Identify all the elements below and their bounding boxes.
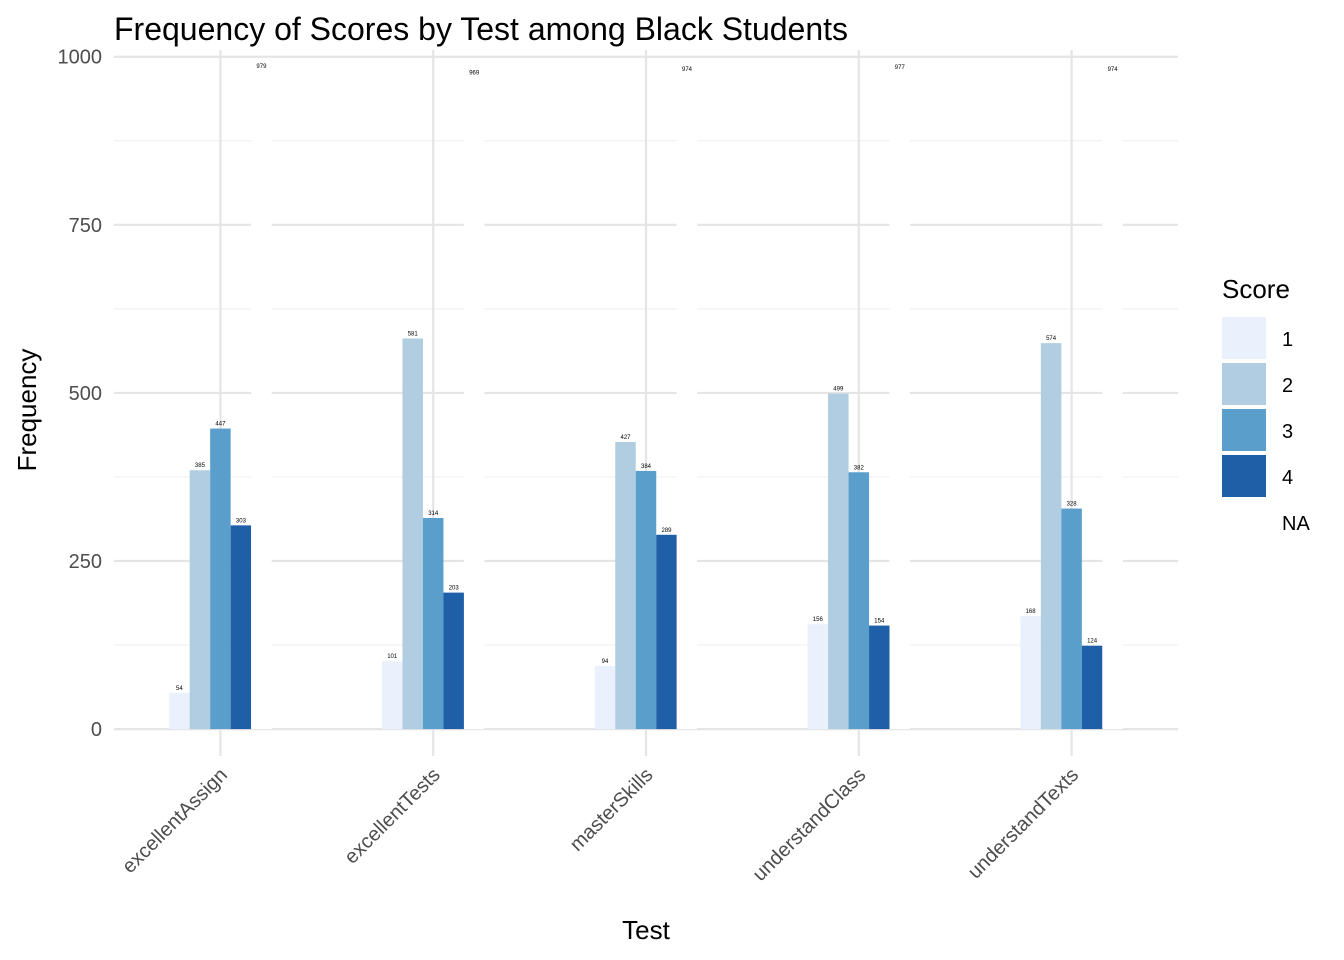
bar-value-label: 581 [408, 331, 419, 337]
x-tick-label: excellentAssign [118, 764, 232, 878]
bar [676, 74, 698, 730]
bar [1061, 508, 1082, 730]
bar-value-label: 289 [661, 528, 672, 534]
bar-value-label: 94 [602, 659, 609, 665]
bar [1040, 343, 1062, 730]
bar-value-label: 156 [813, 617, 824, 623]
bar-value-label: 384 [641, 464, 652, 470]
bar-value-label: 427 [620, 435, 631, 441]
chart-title: Frequency of Scores by Test among Black … [114, 11, 848, 47]
bar-value-label: 101 [387, 654, 398, 660]
bar [402, 338, 423, 730]
bar-value-label: 385 [195, 463, 206, 469]
bar [210, 428, 231, 730]
bar-value-label: 447 [215, 422, 226, 428]
bar [848, 472, 870, 730]
x-tick-label: masterSkills [566, 764, 658, 856]
bar [463, 77, 485, 730]
bar-value-label: 969 [469, 71, 480, 77]
y-tick-label: 750 [69, 215, 102, 237]
y-tick-label: 500 [69, 383, 102, 405]
bar [169, 692, 190, 730]
legend-label: 4 [1282, 467, 1293, 489]
y-tick-label: 250 [69, 551, 102, 573]
legend-swatch [1222, 455, 1266, 497]
bar-value-label: 124 [1087, 639, 1098, 645]
bar [443, 592, 464, 730]
bar-value-label: 54 [176, 686, 183, 692]
legend-swatch [1222, 409, 1266, 451]
bar [1081, 645, 1103, 730]
x-tick-label: understandClass [749, 764, 871, 886]
bar [189, 470, 211, 730]
bar [422, 517, 444, 730]
bar [656, 534, 677, 730]
bars [169, 70, 1123, 730]
bar [230, 525, 252, 730]
bar [1020, 616, 1041, 730]
legend-swatch [1222, 317, 1266, 359]
bar-value-label: 499 [833, 387, 844, 393]
bar-value-label: 979 [256, 64, 267, 70]
bar-value-label: 382 [854, 465, 865, 471]
legend: Score 1 2 3 4 NA [1222, 274, 1310, 543]
legend-label: NA [1282, 513, 1310, 535]
legend-swatch [1222, 501, 1266, 543]
x-tick-label: understandTexts [964, 764, 1083, 883]
legend-label: 1 [1282, 329, 1293, 351]
bar-labels: 54 385 447 303 979 101 581 314 203 969 94 427 384 289… [176, 64, 1118, 692]
y-tick-label: 0 [91, 719, 102, 741]
bar [807, 624, 829, 730]
bar-value-label: 328 [1067, 502, 1078, 508]
y-axis-ticks: 0 250 500 750 1000 [58, 47, 103, 741]
legend-label: 2 [1282, 375, 1293, 397]
bar [251, 70, 272, 730]
legend-swatch [1222, 363, 1266, 405]
bar-value-label: 314 [428, 511, 439, 517]
bar-value-label: 977 [895, 65, 906, 71]
legend-title: Score [1222, 274, 1290, 304]
bar [594, 665, 616, 730]
bar [869, 625, 890, 730]
y-tick-label: 1000 [58, 47, 103, 69]
bar-value-label: 974 [682, 67, 693, 73]
x-axis-title: Test [622, 915, 670, 945]
legend-label: 3 [1282, 421, 1293, 443]
bar-value-label: 168 [1026, 609, 1037, 615]
bar [828, 393, 849, 730]
y-axis-title: Frequency [12, 349, 42, 472]
x-axis-ticks: excellentAssign excellentTests masterSkill… [118, 764, 1083, 886]
bar [889, 72, 911, 730]
bar [635, 470, 657, 730]
bar-value-label: 303 [236, 518, 247, 524]
bar [1102, 74, 1123, 730]
bar-value-label: 574 [1046, 336, 1057, 342]
bar-value-label: 974 [1108, 67, 1119, 73]
bar-value-label: 203 [449, 586, 460, 592]
bar-value-label: 154 [874, 619, 885, 625]
bar [381, 661, 403, 730]
bar [615, 441, 636, 730]
x-tick-label: excellentTests [340, 764, 444, 868]
